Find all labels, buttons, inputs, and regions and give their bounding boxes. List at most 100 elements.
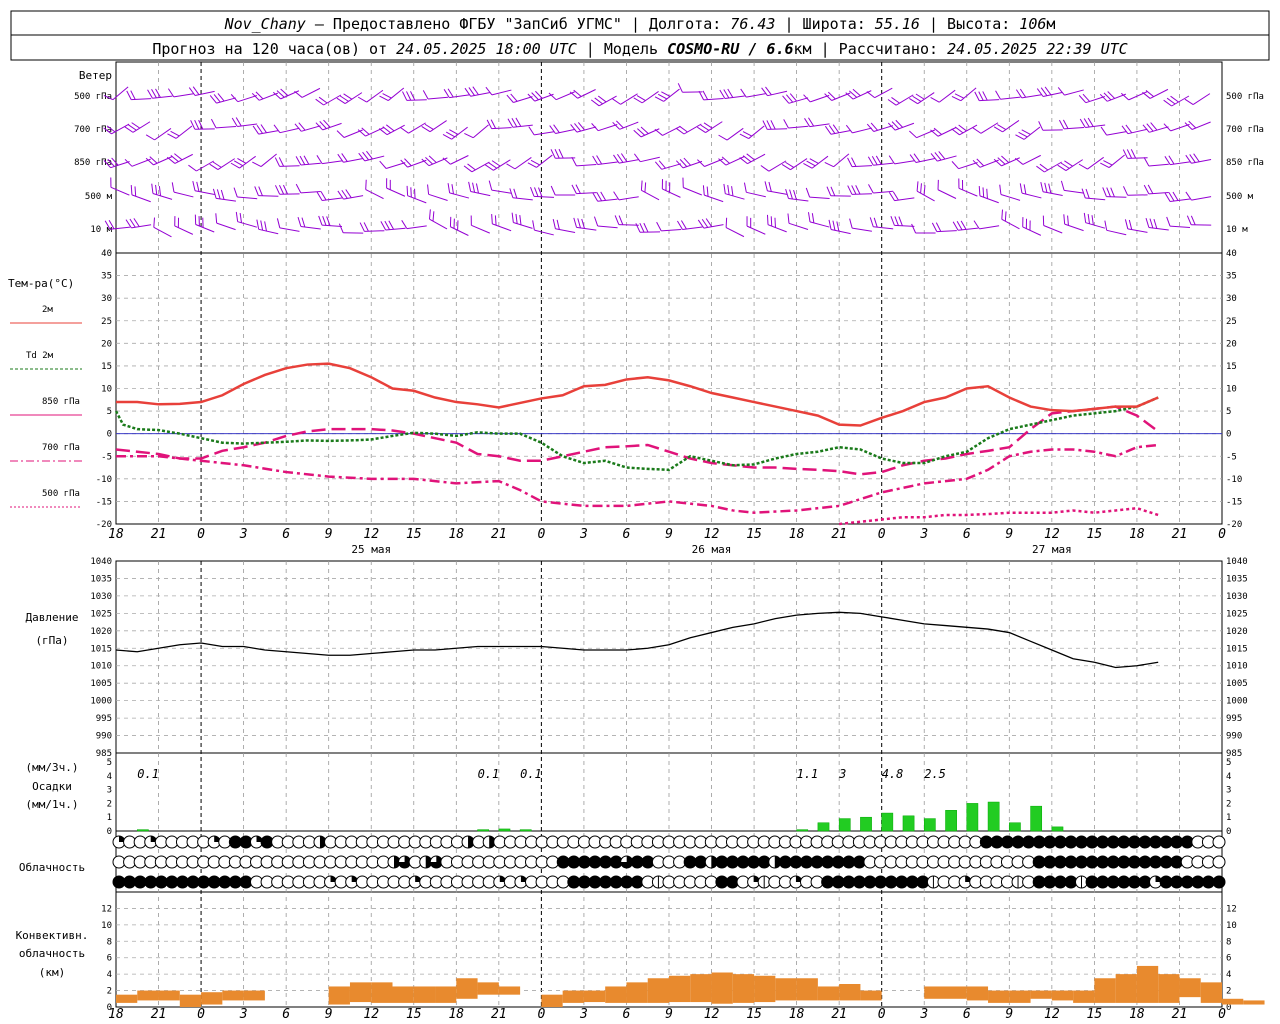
wind-barb [337,153,364,163]
wind-barb [571,156,597,167]
wind-barb-flag [661,179,664,189]
wind-barb-flag [661,91,671,97]
wind-barb-shaft [512,124,533,128]
wind-barb [654,125,681,136]
wind-barb-flag [198,119,204,130]
wind-barb-shaft [364,230,385,232]
wind-barb [194,214,215,233]
cloud-icon-fill [398,856,411,868]
precip-bar [902,815,915,832]
wind-barb-flag [235,211,239,222]
wind-barb-flag [774,217,776,228]
wind-barb-shaft [809,221,830,228]
pressure-ytick: 1035 [1226,574,1248,584]
wind-barb-flag [1099,93,1108,102]
wind-barb-flag [912,95,922,102]
precip-bar [498,828,511,832]
wind-barb [952,220,979,231]
temp-ytick: 0 [1226,430,1231,440]
cloud-title: Облачность [19,861,85,874]
pressure-ytick: 1040 [90,557,112,567]
wind-barb [316,191,343,201]
wind-barb-flag [1025,218,1028,229]
wind-barb-flag [1120,92,1129,101]
wind-barb-flag [658,160,666,169]
wind-barb-shaft [830,129,851,135]
precip-ytick: 2 [107,799,112,809]
wind-barb-flag [315,122,324,131]
wind-barb-flag [1145,217,1150,228]
wind-barb-shaft [491,89,512,96]
wind-barb-flag [1057,164,1067,171]
wind-barb-flag [785,161,795,168]
wind-barb-flag [702,185,705,196]
wind-barb-flag [341,189,348,199]
wind-barb-shaft [683,123,702,135]
wind-barb-shaft [1192,93,1211,105]
wind-barb-shaft [449,192,470,199]
wind-barb-flag [613,191,620,201]
wind-barb-flag [803,163,813,169]
wind-barb [847,185,873,195]
wind-barb-flag [366,150,373,160]
precip-sum-labels: 0.1 0.1 0.1 1.1 3 4.8 2.5 [137,767,946,781]
wind-barb-flag [676,220,683,230]
wind-barb-flag [379,95,389,101]
wind-barb-shaft [132,121,151,133]
wind-barb-flag [1110,187,1115,198]
wind-barb [294,87,321,98]
pressure-panel: Давление (гПа) 985 985 990 990 995 995 1000 100… [26,557,1248,759]
wind-barb-flag [380,221,387,231]
wind-barb [787,213,809,230]
wind-barb [614,215,639,226]
wind-barb-flag [534,187,539,197]
wind-barb-shaft [322,160,342,165]
wind-barb-flag [636,95,646,102]
temp-ytick: -20 [1226,520,1242,530]
wind-barb [209,93,236,104]
wind-barb-flag [550,185,556,196]
wind-barb-shaft [366,89,384,103]
wind-barb-flag [472,86,479,96]
wind-barb [887,119,915,131]
wind-barb-shaft [1085,124,1106,128]
wind-barb-shaft [365,189,384,200]
wind-barb-shaft [512,197,533,201]
pressure-ytick: 990 [96,732,112,742]
wind-barb [1142,88,1169,99]
wind-barb-flag [1091,215,1094,225]
wind-barb-flag [1102,187,1107,197]
wind-barb-shaft [1064,223,1084,232]
wind-barb-flag [151,89,157,99]
wind-barb-shaft [239,155,256,169]
conv-bar [732,974,755,1003]
wind-barb-flag [633,97,643,104]
wind-barb-shaft [196,160,214,172]
wind-barb [1166,216,1191,229]
wind-barb-shaft [620,93,638,105]
wind-barb-shaft [216,97,236,104]
pressure-ytick: 1030 [1226,592,1248,602]
conv-bar [796,978,818,1001]
wind-barb-flag [1039,163,1049,171]
conv-bar [775,978,797,1001]
pressure-yticks: 985 985 990 990 995 995 1000 1000 1005 1005 1010 10… [90,557,1247,759]
wind-barb-shaft [661,228,682,232]
precip-ytick: 0 [1226,827,1231,837]
wind-barb-shaft [343,157,364,163]
wind-barb-flag [982,91,988,101]
wind-barb-flag [535,90,543,99]
init-time: 24.05.2025 18:00 UTC [396,40,577,58]
wind-barb [1079,117,1106,128]
wind-barb [338,223,364,234]
pressure-ytick: 1010 [1226,662,1248,672]
wind-barb-flag [643,222,649,233]
wind-barb [380,220,406,231]
series-td2m [114,396,1159,472]
wind-barb-shaft [174,153,193,164]
wind-barb-flag [515,117,522,127]
wind-barb [256,219,279,235]
wind-barb-shaft [830,229,851,235]
wind-barb-flag [871,156,878,166]
x-tick-label: 6 [282,527,290,542]
